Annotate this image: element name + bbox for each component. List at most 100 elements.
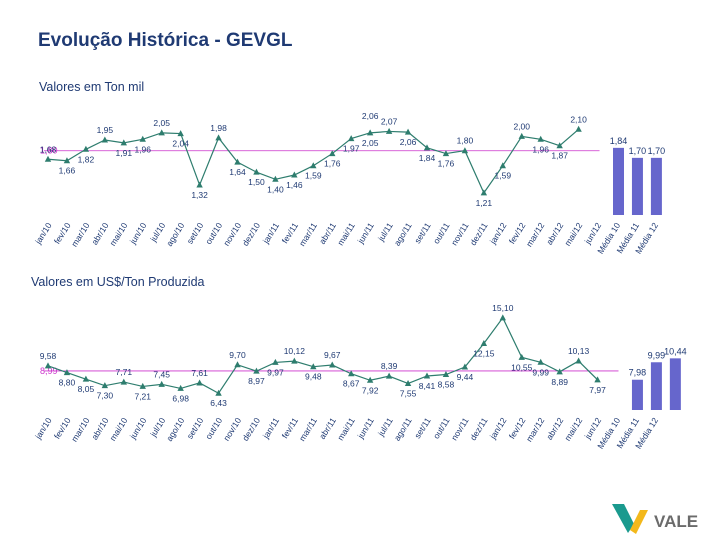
chart1-point — [461, 147, 469, 154]
chart1-point-label: 2,10 — [570, 114, 587, 124]
chart2-bar — [631, 379, 643, 410]
chart2-point-label: 9,44 — [457, 372, 474, 382]
chart1-tick-label: mar/11 — [297, 221, 319, 248]
chart2-point — [101, 382, 109, 389]
chart2-point — [423, 372, 431, 379]
chart2-tick-label: nov/10 — [221, 416, 243, 443]
chart1-point — [423, 144, 431, 151]
chart1-point — [556, 142, 563, 149]
chart1-point-label: 1,32 — [191, 190, 208, 200]
chart2-point — [366, 376, 374, 383]
chart2-point — [215, 389, 222, 396]
chart1-point-label: 1,82 — [78, 154, 95, 164]
chart2-bar — [650, 362, 662, 410]
chart1-point — [404, 128, 412, 135]
chart2-tick-label: jan/11 — [260, 416, 281, 441]
chart1-point — [215, 134, 222, 141]
chart2-tick-label: ago/11 — [392, 416, 414, 443]
chart1-point — [253, 168, 260, 175]
vale-logo-mark-yellow — [630, 510, 648, 534]
chart2-tick-label: dez/10 — [240, 416, 262, 443]
chart2-point-label: 6,98 — [172, 393, 189, 403]
chart1-tick-label: jun/10 — [127, 221, 148, 247]
chart1-point — [499, 162, 506, 169]
chart2-tick-label: jan/10 — [32, 416, 53, 442]
chart1-point-label: 1,21 — [476, 198, 493, 208]
chart2-point-label: 10,55 — [511, 362, 533, 372]
chart2-point-label: 15,10 — [492, 303, 514, 313]
chart1-point — [291, 171, 298, 178]
chart2-point — [234, 361, 241, 368]
chart1-point-label: 1,84 — [419, 153, 436, 163]
chart2-point — [348, 370, 355, 377]
chart1-tick-label: mai/11 — [335, 221, 357, 248]
chart2-point-label: 7,30 — [97, 391, 114, 401]
page-title: Evolução Histórica - GEVGL — [38, 30, 293, 51]
chart2-point-label: 8,67 — [343, 379, 360, 389]
chart2-point — [158, 380, 165, 387]
chart1-point-label: 1,59 — [495, 171, 512, 181]
chart2-point — [177, 384, 184, 391]
chart2-point-label: 7,61 — [191, 368, 208, 378]
chart2-tick-label: set/11 — [412, 416, 433, 441]
chart1-point-label: 2,07 — [381, 116, 398, 126]
chart1-point — [101, 136, 109, 143]
chart2-point — [480, 339, 488, 346]
chart2-point — [139, 382, 146, 389]
chart2-point-label: 8,89 — [551, 377, 568, 387]
chart1-tick-label: dez/10 — [240, 221, 262, 248]
vale-logo: VALE — [612, 504, 698, 534]
chart1-tick-label: jan/11 — [260, 221, 281, 246]
chart1-tick-label: jan/10 — [32, 221, 53, 247]
chart2-series-line — [47, 316, 598, 395]
chart1-point — [329, 150, 336, 157]
chart1-point — [348, 135, 355, 142]
chart2-point-label: 9,70 — [229, 350, 246, 360]
chart2-bar-label: 10,44 — [664, 346, 687, 356]
chart2-point-label: 10,13 — [568, 346, 590, 356]
chart1-tick-label: set/10 — [185, 221, 206, 246]
chart2-bar-label: 7,98 — [629, 368, 647, 378]
chart2-point — [120, 378, 127, 385]
chart2-point-label: 8,05 — [78, 384, 95, 394]
chart2-point-label: 9,97 — [267, 367, 284, 377]
chart1-point-label: 1,80 — [457, 136, 474, 146]
vale-logo-text: VALE — [654, 512, 698, 531]
chart2-point-label: 7,92 — [362, 385, 379, 395]
chart2-point — [404, 379, 412, 386]
chart1-reference-label: 1,80 — [40, 146, 58, 156]
chart2-point — [461, 363, 469, 370]
chart1-tick-label: mai/10 — [107, 221, 129, 248]
chart2-point-label: 9,48 — [305, 372, 322, 382]
chart2-point-label: 9,67 — [324, 350, 341, 360]
chart2-point-label: 8,58 — [438, 380, 455, 390]
chart2-tick-label: mai/11 — [335, 416, 357, 443]
chart2-bar-label: 9,99 — [648, 350, 666, 360]
chart1-tick-label: set/11 — [412, 221, 433, 246]
chart2-tick-label: mai/10 — [107, 416, 129, 443]
chart2-point — [556, 368, 563, 375]
chart1-point — [537, 135, 544, 142]
chart1-tick-label: jun/11 — [355, 221, 376, 246]
chart2-point — [272, 358, 279, 365]
chart1-point — [177, 130, 184, 137]
chart2-point-label: 9,58 — [40, 351, 57, 361]
chart1-point-label: 2,00 — [513, 121, 530, 131]
chart2-point — [44, 362, 52, 369]
chart2-point-label: 8,80 — [59, 378, 76, 388]
chart1-point-label: 1,76 — [438, 159, 455, 169]
chart1-point-label: 1,98 — [210, 123, 227, 133]
chart1-point-label: 1,96 — [134, 144, 151, 154]
chart1-point-label: 1,91 — [116, 148, 133, 158]
chart1-tick-label: nov/11 — [449, 221, 471, 248]
chart1-series-line — [47, 128, 579, 195]
chart2-point — [310, 363, 317, 370]
chart1-point — [366, 129, 374, 136]
chart1-bar — [613, 147, 624, 215]
chart1-point — [272, 175, 279, 182]
chart1-bar-label: 1,70 — [629, 146, 647, 156]
chart2-point — [385, 372, 393, 379]
chart1-point-label: 1,68 — [40, 144, 57, 154]
chart1-tick-label: ago/11 — [392, 221, 414, 248]
chart1-point — [310, 162, 317, 169]
